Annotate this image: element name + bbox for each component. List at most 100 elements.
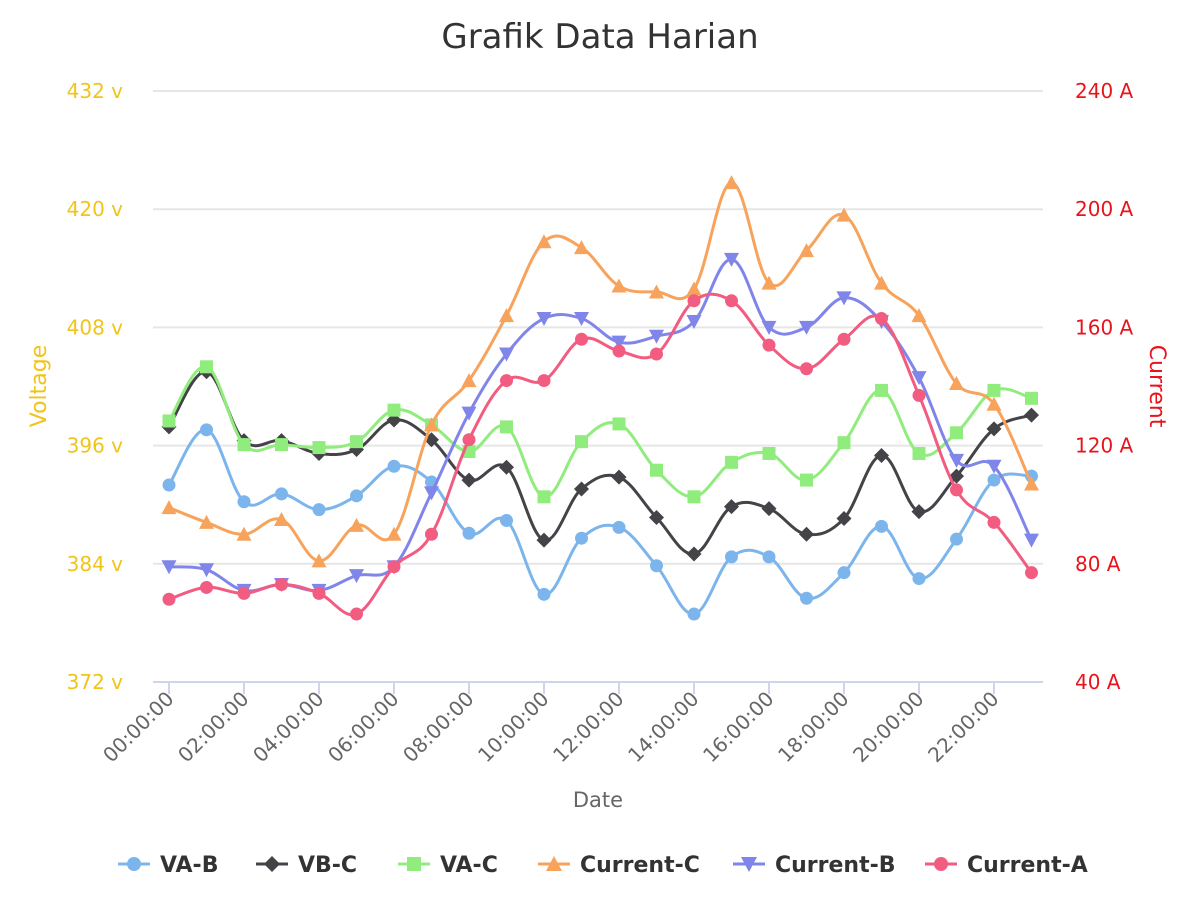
data-point <box>574 240 589 255</box>
series-va-b <box>162 423 1038 621</box>
data-point <box>536 312 552 327</box>
data-point <box>461 472 477 488</box>
legend-item[interactable]: Current-C <box>538 853 700 878</box>
data-point <box>424 486 439 501</box>
data-point <box>650 347 663 361</box>
data-point <box>837 332 851 346</box>
series-current-c <box>161 175 1039 568</box>
y-axis-right: 40 A 80 A 120 A 160 A 200 A 240 A <box>1075 79 1134 694</box>
y-left-tick-label: 396 v <box>67 434 124 458</box>
legend-item[interactable]: VA-B <box>118 853 218 878</box>
data-point <box>499 347 514 362</box>
data-point <box>612 520 626 534</box>
legend-item[interactable]: Current-B <box>733 853 896 878</box>
y-right-tick-label: 120 A <box>1075 434 1134 458</box>
data-point <box>612 417 626 431</box>
legend-item[interactable]: VA-C <box>398 853 498 878</box>
data-point <box>200 360 213 374</box>
legend-item[interactable]: Current-A <box>925 853 1088 878</box>
data-point <box>161 500 177 515</box>
data-point <box>762 338 776 352</box>
data-point <box>761 501 777 517</box>
data-point <box>424 417 439 432</box>
data-point <box>912 446 926 460</box>
data-point <box>275 438 288 452</box>
data-point <box>499 459 514 475</box>
data-point <box>200 580 213 594</box>
data-point <box>500 420 513 434</box>
data-point <box>987 473 1001 487</box>
data-point <box>500 374 513 388</box>
data-point <box>574 312 589 327</box>
data-point <box>199 563 214 578</box>
legend-symbol <box>934 857 948 871</box>
chart-title: Grafik Data Harian <box>441 17 758 57</box>
data-point <box>686 281 702 296</box>
data-point <box>950 532 963 546</box>
data-point <box>911 504 927 520</box>
data-point <box>461 373 477 388</box>
data-point <box>499 308 514 323</box>
data-point <box>387 560 401 574</box>
data-point <box>575 531 588 545</box>
data-point <box>649 329 664 344</box>
legend-label: Current-C <box>580 853 700 878</box>
legend-label: VA-B <box>160 853 218 878</box>
data-point <box>649 284 664 299</box>
y-left-tick-label: 384 v <box>67 552 124 576</box>
data-point <box>311 553 327 568</box>
data-point <box>912 572 926 586</box>
data-point <box>911 371 927 386</box>
data-point <box>800 362 813 376</box>
data-point <box>536 234 552 249</box>
data-point <box>350 607 363 621</box>
data-point <box>349 569 364 584</box>
data-point <box>950 426 963 440</box>
data-point <box>237 586 251 600</box>
data-point <box>875 383 888 397</box>
data-point <box>236 526 252 541</box>
data-point <box>1024 533 1039 548</box>
data-point <box>836 510 852 526</box>
data-point <box>686 314 702 329</box>
data-point <box>987 515 1001 529</box>
data-point <box>837 436 851 450</box>
data-point <box>461 406 477 421</box>
legend-label: VB-C <box>298 853 357 878</box>
y-left-tick-label: 420 v <box>67 197 124 221</box>
data-point <box>200 423 213 437</box>
y-right-tick-label: 240 A <box>1075 79 1134 103</box>
legend: VA-B VB-C VA-C Current-C Current-B Current-A <box>118 853 1088 878</box>
data-point <box>800 473 813 487</box>
data-point <box>836 291 852 306</box>
data-point <box>161 560 177 575</box>
data-point <box>986 421 1002 437</box>
data-point <box>237 438 251 452</box>
data-point <box>874 275 889 290</box>
data-point <box>237 495 251 509</box>
legend-symbol <box>127 857 141 871</box>
data-point <box>574 481 589 497</box>
data-point <box>687 607 701 621</box>
data-point <box>799 320 814 335</box>
data-point <box>799 243 814 258</box>
data-point <box>537 587 551 601</box>
data-point <box>349 517 364 532</box>
data-point <box>687 490 701 504</box>
data-point <box>874 447 889 463</box>
legend-item[interactable]: VB-C <box>256 853 357 878</box>
data-point <box>837 566 851 580</box>
series-current-a <box>162 292 1038 621</box>
legend-label: VA-C <box>440 853 498 878</box>
data-point <box>875 519 888 533</box>
data-point <box>425 527 438 541</box>
data-point <box>761 320 777 335</box>
data-point <box>762 446 776 460</box>
y-left-tick-label: 372 v <box>67 670 124 694</box>
data-point <box>312 586 326 600</box>
data-point <box>611 278 627 293</box>
data-point <box>500 513 513 527</box>
legend-symbol <box>407 857 421 871</box>
y-right-tick-label: 40 A <box>1075 670 1121 694</box>
